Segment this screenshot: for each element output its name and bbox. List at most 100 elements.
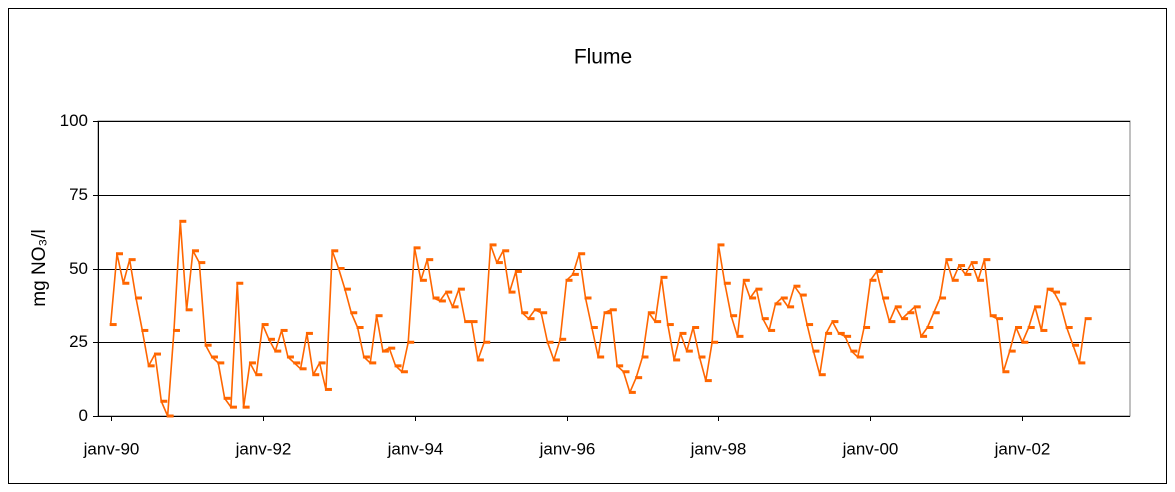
data-marker (407, 340, 415, 344)
data-marker (907, 311, 915, 315)
data-marker (673, 358, 681, 362)
data-marker (293, 361, 301, 365)
data-marker (654, 320, 662, 324)
data-marker (698, 355, 706, 359)
data-marker (533, 308, 541, 312)
data-marker (134, 296, 142, 300)
data-marker (920, 334, 928, 338)
data-marker (559, 337, 567, 341)
data-marker (432, 296, 440, 300)
data-marker (597, 355, 605, 359)
data-marker (685, 349, 693, 353)
data-marker (508, 290, 516, 294)
data-marker (204, 343, 212, 347)
data-marker (584, 296, 592, 300)
data-marker (356, 326, 364, 329)
data-marker (299, 367, 307, 371)
data-marker (210, 355, 218, 359)
data-marker (280, 328, 288, 332)
data-marker (198, 261, 206, 265)
data-marker (109, 323, 117, 327)
data-marker (413, 246, 421, 250)
data-marker (400, 370, 408, 374)
data-marker (128, 258, 136, 262)
data-marker (274, 349, 282, 353)
data-marker (660, 275, 668, 279)
data-marker (647, 311, 655, 315)
y-axis-label: mg NO₃/l (29, 229, 50, 306)
data-marker (844, 334, 852, 338)
data-marker (774, 302, 782, 306)
data-marker (375, 314, 383, 318)
data-marker (913, 305, 921, 309)
data-marker (825, 331, 833, 335)
data-marker (565, 278, 573, 282)
data-marker (818, 373, 826, 377)
data-marker (571, 272, 579, 276)
data-marker (115, 252, 123, 256)
data-marker (964, 272, 972, 276)
data-marker (1072, 343, 1080, 347)
data-marker (153, 352, 161, 356)
data-marker (331, 249, 339, 253)
data-marker (641, 355, 649, 359)
y-tick-label: 50 (69, 259, 88, 278)
data-marker (1046, 287, 1054, 291)
data-marker (894, 305, 902, 309)
data-marker (343, 287, 351, 291)
data-marker (888, 320, 896, 324)
data-marker (869, 278, 877, 282)
data-marker (850, 349, 858, 353)
data-marker (483, 340, 491, 344)
data-marker (875, 269, 883, 273)
data-marker (337, 267, 345, 270)
chart-title: Flume (574, 46, 632, 69)
data-marker (388, 346, 396, 350)
data-marker (609, 308, 617, 312)
data-marker (147, 364, 155, 368)
data-marker (749, 296, 757, 300)
data-marker (286, 355, 294, 359)
data-marker (635, 376, 643, 380)
x-tick-label: janv-00 (842, 439, 899, 458)
x-tick-label: janv-98 (690, 439, 747, 458)
data-marker (780, 296, 788, 300)
data-marker (122, 281, 130, 285)
data-marker (229, 405, 237, 409)
plot-area (97, 120, 1131, 417)
data-marker (951, 278, 959, 282)
data-marker (1034, 305, 1042, 309)
data-marker (761, 317, 769, 321)
data-marker (305, 331, 313, 335)
y-tick-label: 0 (79, 406, 88, 425)
data-marker (616, 364, 624, 368)
data-marker (255, 373, 263, 377)
data-marker (958, 264, 966, 268)
data-marker (768, 328, 776, 332)
data-marker (261, 323, 269, 327)
data-marker (369, 361, 377, 365)
data-marker (1053, 290, 1061, 294)
data-marker (717, 243, 725, 247)
data-marker (704, 379, 712, 383)
data-marker (217, 361, 225, 365)
data-marker (882, 296, 890, 300)
data-marker (692, 326, 700, 329)
x-tick-label: janv-02 (994, 439, 1051, 458)
data-marker (793, 284, 801, 288)
data-marker (1078, 361, 1086, 365)
data-marker (141, 328, 149, 332)
data-marker (856, 355, 864, 359)
data-marker (736, 334, 744, 338)
data-marker (540, 311, 548, 315)
data-marker (799, 293, 807, 297)
data-marker (521, 311, 529, 315)
data-marker (248, 361, 256, 365)
data-marker (603, 311, 611, 315)
data-marker (578, 252, 586, 256)
data-marker (711, 340, 719, 344)
data-marker (438, 299, 446, 303)
data-marker (1021, 340, 1029, 344)
data-marker (989, 314, 997, 318)
